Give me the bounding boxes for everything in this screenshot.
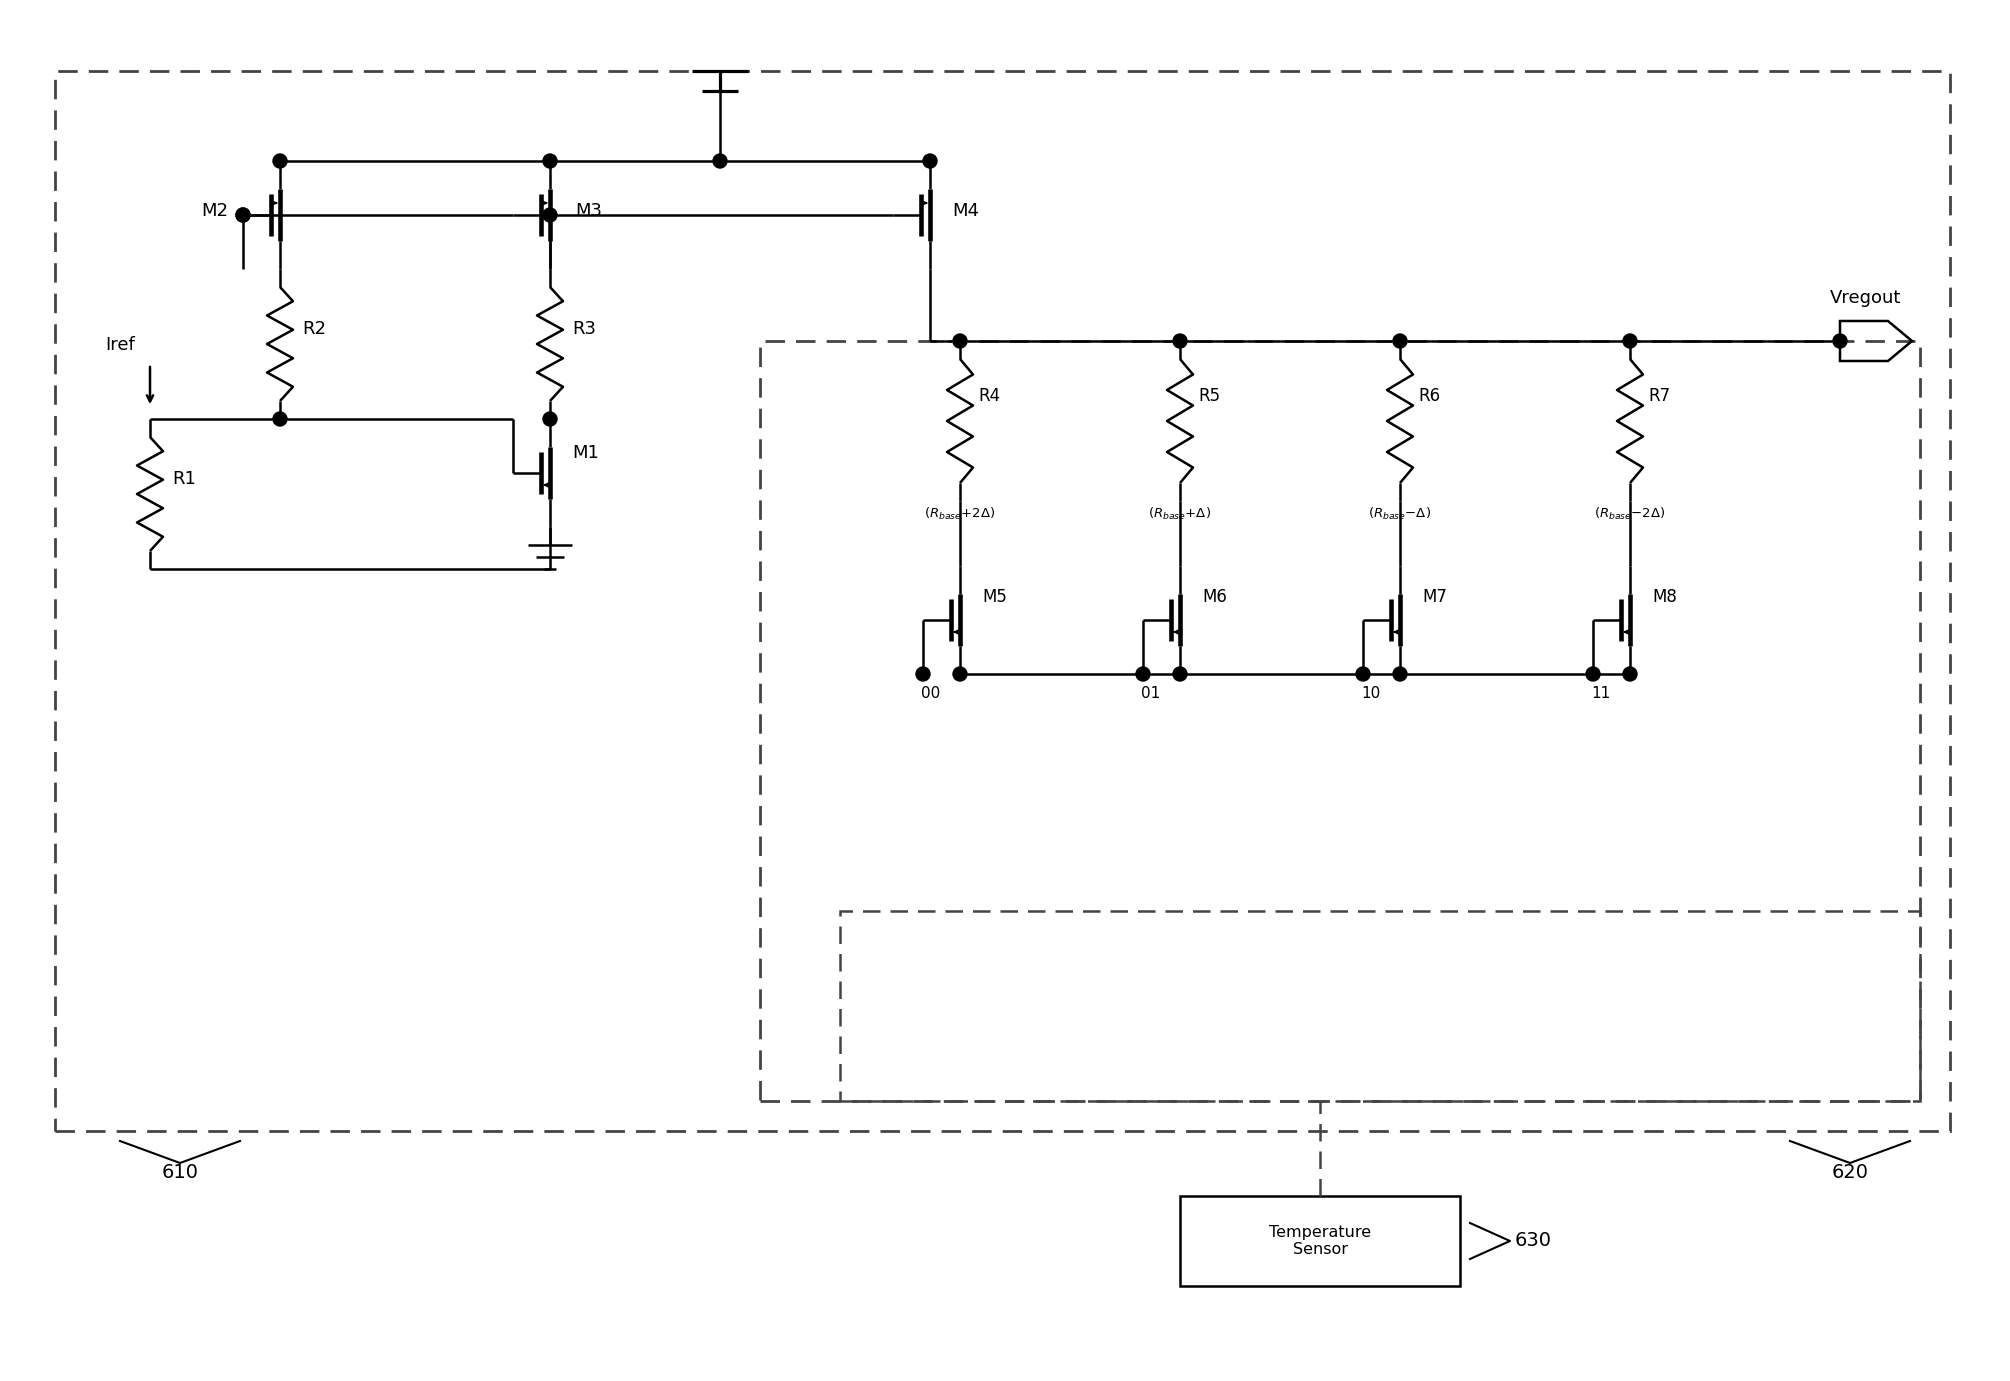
Text: M1: M1 — [573, 445, 599, 463]
Bar — [1180, 1196, 1459, 1286]
Circle shape — [923, 155, 937, 168]
Text: Vregout: Vregout — [1829, 289, 1901, 307]
Circle shape — [917, 667, 931, 681]
Text: $(R_{base}$$+2\Delta)$: $(R_{base}$$+2\Delta)$ — [925, 505, 995, 522]
Text: R1: R1 — [173, 470, 195, 487]
Text: R4: R4 — [979, 387, 1001, 405]
Text: M8: M8 — [1652, 588, 1676, 606]
Circle shape — [1174, 667, 1188, 681]
Circle shape — [1833, 334, 1847, 348]
Circle shape — [953, 667, 967, 681]
Circle shape — [1357, 667, 1371, 681]
Text: 630: 630 — [1516, 1232, 1552, 1251]
Circle shape — [953, 334, 967, 348]
Text: M5: M5 — [983, 588, 1007, 606]
Text: 610: 610 — [161, 1163, 199, 1182]
Text: 01: 01 — [1142, 686, 1160, 702]
Text: R5: R5 — [1198, 387, 1220, 405]
Circle shape — [543, 155, 557, 168]
Circle shape — [235, 209, 249, 222]
Circle shape — [1622, 334, 1636, 348]
Text: R7: R7 — [1648, 387, 1670, 405]
Circle shape — [1622, 667, 1636, 681]
Circle shape — [273, 155, 287, 168]
Text: R6: R6 — [1417, 387, 1439, 405]
Circle shape — [1174, 334, 1188, 348]
Circle shape — [714, 155, 728, 168]
Circle shape — [1393, 667, 1407, 681]
Bar — [840, 911, 1920, 1101]
Text: M3: M3 — [575, 202, 603, 220]
Bar — [760, 341, 1920, 1101]
Text: M4: M4 — [953, 202, 979, 220]
Text: M6: M6 — [1202, 588, 1226, 606]
Text: M7: M7 — [1421, 588, 1447, 606]
Circle shape — [1393, 334, 1407, 348]
Circle shape — [543, 412, 557, 425]
Text: M2: M2 — [201, 202, 229, 220]
Text: 11: 11 — [1592, 686, 1610, 702]
Text: $(R_{base}$$-\Delta)$: $(R_{base}$$-\Delta)$ — [1369, 505, 1431, 522]
Text: $(R_{base}$$-2\Delta)$: $(R_{base}$$-2\Delta)$ — [1594, 505, 1666, 522]
Circle shape — [543, 209, 557, 222]
Circle shape — [1136, 667, 1150, 681]
Text: 10: 10 — [1361, 686, 1381, 702]
Text: 620: 620 — [1831, 1163, 1869, 1182]
Text: 00: 00 — [921, 686, 941, 702]
Text: R3: R3 — [573, 320, 597, 338]
Text: Temperature
Sensor: Temperature Sensor — [1268, 1225, 1371, 1257]
Bar — [54, 70, 1950, 1131]
Text: R2: R2 — [302, 320, 326, 338]
Circle shape — [273, 412, 287, 425]
Circle shape — [235, 209, 249, 222]
Text: Iref: Iref — [105, 336, 135, 354]
Circle shape — [1586, 667, 1600, 681]
Text: $(R_{base}$$+\Delta)$: $(R_{base}$$+\Delta)$ — [1148, 505, 1212, 522]
